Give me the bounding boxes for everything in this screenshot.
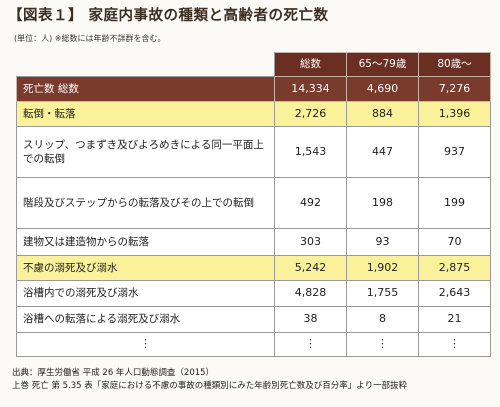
cell-total: 4,828 [274,280,347,307]
row-label: スリップ、つまずき及びよろめきによる同一平面上での転倒 [16,126,275,178]
cell-65-79: 447 [346,126,419,178]
cell-total: 1,543 [274,126,347,178]
table-row: 浴槽内での溺死及び溺水 4,828 1,755 2,643 [16,280,491,307]
cell-80plus: 7,276 [418,76,491,102]
table-row: 建物又は建造物からの転落 303 93 70 [16,228,491,256]
cell-80plus: 2,875 [418,255,491,281]
table-row: 浴槽への転落による溺死及び溺水 38 8 21 [16,306,491,333]
cell-total: 303 [274,228,347,256]
cell-65-79: 93 [346,228,419,256]
cell-65-79: 1,902 [346,255,419,281]
col-header-80plus: 80歳～ [418,52,491,77]
cell-65-79: 8 [346,306,419,333]
row-label: 死亡数 総数 [16,76,275,102]
row-label: 階段及びステップからの転落及びその上での転倒 [16,177,275,229]
cell-total: 2,726 [274,101,347,127]
ellipsis-row: ⋮ ⋮ ⋮ ⋮ [16,332,491,357]
col-header-total: 総数 [274,52,347,77]
cell-total: 14,334 [274,76,347,102]
table-row: スリップ、つまずき及びよろめきによる同一平面上での転倒 1,543 447 93… [16,126,491,178]
table-row: 階段及びステップからの転落及びその上での転倒 492 198 199 [16,177,491,229]
cell-80plus: 21 [418,306,491,333]
source-note: 出典：厚生労働省 平成 26 年人口動態調査（2015） 上巻 死亡 第 5.3… [12,367,407,393]
figure-title: 【図表１】 家庭内事故の種類と高齢者の死亡数 [8,8,329,24]
ellipsis-mark: ⋮ [305,337,316,351]
cell-65-79: 4,690 [346,76,419,102]
row-label: 建物又は建造物からの転落 [16,228,275,256]
table-row: 死亡数 総数 14,334 4,690 7,276 [16,76,491,102]
col-header-65-79: 65～79歳 [346,52,419,77]
cell-65-79: 198 [346,177,419,229]
cell-65-79: 884 [346,101,419,127]
ellipsis-mark: ⋮ [377,337,388,351]
table-row: 不慮の溺死及び溺水 5,242 1,902 2,875 [16,255,491,281]
data-table: 総数 65～79歳 80歳～ 死亡数 総数 14,334 4,690 7,276… [16,52,491,357]
cell-80plus: 937 [418,126,491,178]
source-line-1: 出典：厚生労働省 平成 26 年人口動態調査（2015） [12,368,215,378]
unit-note: (単位：人) ※総数には年齢不詳群を含む。 [14,34,166,43]
row-label: 転倒・転落 [16,101,275,127]
cell-80plus: 70 [418,228,491,256]
header-corner [16,52,275,77]
row-label: 不慮の溺死及び溺水 [16,255,275,281]
ellipsis-mark: ⋮ [449,337,460,351]
source-line-2: 上巻 死亡 第 5.35 表「家庭における不慮の事故の種類別にみた年齢別死亡数及… [12,381,408,392]
cell-total: 5,242 [274,255,347,281]
cell-total: 492 [274,177,347,229]
header-row: 総数 65～79歳 80歳～ [16,52,491,77]
cell-80plus: 2,643 [418,280,491,307]
row-label: 浴槽内での溺死及び溺水 [16,280,275,307]
cell-80plus: 199 [418,177,491,229]
cell-80plus: 1,396 [418,101,491,127]
table-row: 転倒・転落 2,726 884 1,396 [16,101,491,127]
cell-total: 38 [274,306,347,333]
row-label: 浴槽への転落による溺死及び溺水 [16,306,275,333]
ellipsis-mark: ⋮ [140,337,151,351]
cell-65-79: 1,755 [346,280,419,307]
